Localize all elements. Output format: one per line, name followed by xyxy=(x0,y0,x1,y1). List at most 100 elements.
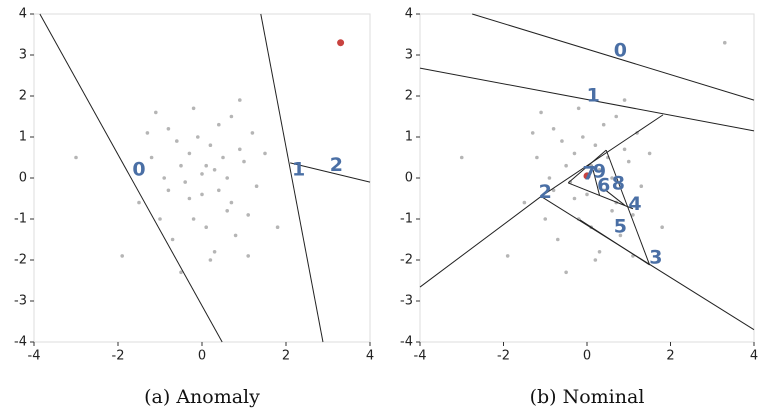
partition-line xyxy=(579,219,650,266)
data-point xyxy=(238,98,242,102)
data-point xyxy=(187,151,192,156)
data-point xyxy=(196,135,200,139)
data-point xyxy=(179,163,183,168)
annotation: 1 xyxy=(587,85,600,107)
x-tick-label: 2 xyxy=(666,349,674,364)
y-tick-label: 1 xyxy=(19,130,27,145)
annotation: 2 xyxy=(330,154,343,176)
data-point xyxy=(120,254,124,258)
y-tick-label: -2 xyxy=(14,253,27,268)
data-point xyxy=(191,106,196,111)
data-point xyxy=(217,122,221,127)
data-point xyxy=(505,254,510,258)
data-point xyxy=(547,176,552,180)
partition-line xyxy=(260,13,324,343)
data-point xyxy=(631,213,635,217)
annotation: 6 xyxy=(597,175,610,197)
data-point xyxy=(225,209,229,213)
data-point xyxy=(722,40,727,45)
data-point xyxy=(560,139,564,143)
data-point xyxy=(74,155,78,160)
data-point xyxy=(585,192,589,197)
data-point xyxy=(622,147,627,152)
data-point xyxy=(183,180,187,184)
data-point xyxy=(539,110,543,115)
x-tick-label: -4 xyxy=(28,349,41,364)
y-tick-label: -2 xyxy=(400,253,413,268)
data-point xyxy=(238,147,242,152)
y-tick-label: 1 xyxy=(405,130,413,145)
y-tick-label: -1 xyxy=(14,212,27,227)
y-tick-label: 4 xyxy=(405,7,413,22)
annotation: 8 xyxy=(612,173,625,195)
data-point xyxy=(229,200,234,205)
y-tick-label: 0 xyxy=(19,171,27,186)
data-point xyxy=(137,200,141,205)
data-point xyxy=(647,151,652,156)
data-point xyxy=(530,131,535,135)
y-tick-label: -3 xyxy=(14,294,27,309)
data-point xyxy=(660,225,664,229)
caption: (a) Anomaly xyxy=(144,386,260,408)
data-point xyxy=(618,233,623,238)
data-point xyxy=(208,258,213,262)
y-tick-label: -1 xyxy=(400,212,413,227)
partition-line xyxy=(39,13,223,343)
annotation: 5 xyxy=(614,216,627,238)
x-tick-label: -2 xyxy=(112,349,125,364)
annotation: 4 xyxy=(628,193,641,215)
data-point xyxy=(551,188,556,193)
data-point xyxy=(242,159,246,164)
data-point xyxy=(593,143,598,147)
plot-frame xyxy=(33,13,371,343)
partition-line xyxy=(605,149,651,266)
annotation: 2 xyxy=(539,181,552,203)
data-point xyxy=(200,172,204,176)
y-tick-label: 3 xyxy=(405,48,413,63)
data-point xyxy=(166,188,171,193)
partition-line xyxy=(568,182,634,210)
data-point xyxy=(601,122,606,127)
data-point xyxy=(555,237,560,242)
x-tick-label: 4 xyxy=(750,349,758,364)
y-tick-label: 4 xyxy=(19,7,27,22)
annotation: 3 xyxy=(649,246,662,268)
data-point xyxy=(225,176,229,180)
partition-line xyxy=(591,165,601,196)
data-point xyxy=(564,270,568,275)
data-point xyxy=(212,168,217,172)
data-point xyxy=(250,131,255,135)
y-tick-label: 2 xyxy=(19,89,27,104)
partition-line xyxy=(605,189,625,206)
data-point xyxy=(229,114,234,119)
x-tick-label: -4 xyxy=(414,349,427,364)
data-point xyxy=(597,250,602,254)
y-tick-label: -3 xyxy=(400,294,413,309)
data-point xyxy=(170,237,175,242)
partition-line xyxy=(419,67,755,132)
x-tick-label: -2 xyxy=(497,349,510,364)
data-point xyxy=(246,213,250,217)
data-point xyxy=(208,143,213,147)
data-point xyxy=(275,225,280,229)
y-tick-label: 2 xyxy=(405,89,413,104)
annotation: 7 xyxy=(582,162,595,184)
data-point xyxy=(597,168,602,172)
caption: (b) Nominal xyxy=(530,386,645,408)
data-point xyxy=(179,270,183,275)
data-point xyxy=(149,155,154,160)
y-tick-label: 0 xyxy=(405,171,413,186)
data-point xyxy=(145,131,150,135)
data-point xyxy=(593,258,598,262)
x-tick-label: 0 xyxy=(198,349,206,364)
data-point xyxy=(581,135,585,139)
data-point xyxy=(254,184,259,188)
data-point xyxy=(564,163,568,168)
partition-line xyxy=(472,13,755,101)
data-point xyxy=(522,200,527,205)
data-point xyxy=(158,217,162,221)
data-point xyxy=(166,127,171,131)
data-point xyxy=(572,196,577,201)
data-point xyxy=(551,127,556,131)
